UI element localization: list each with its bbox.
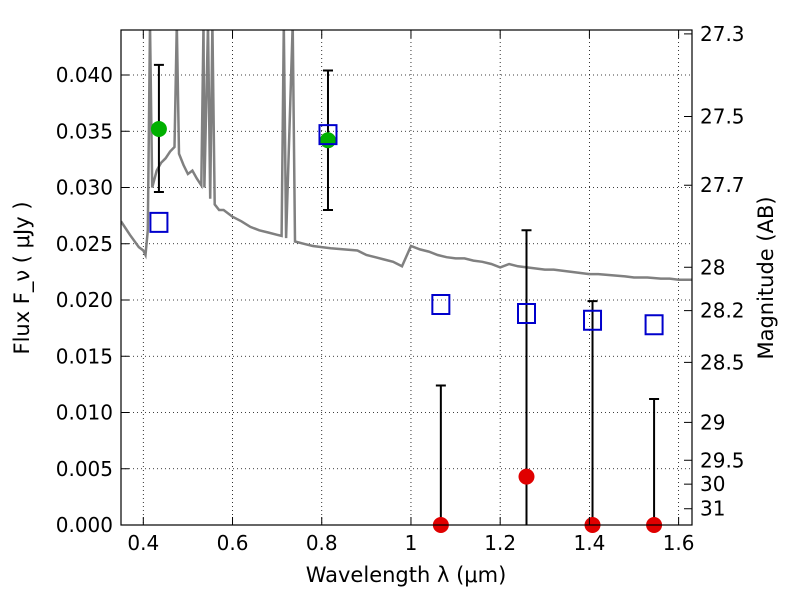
y-tick-label: 0.030	[56, 176, 113, 200]
y-tick-label: 0.005	[56, 457, 113, 481]
y-tick-label: 0.015	[56, 344, 113, 368]
model-photometry-point	[516, 303, 536, 324]
plot-frame	[120, 29, 693, 526]
y-axis-label: Flux F_ν ( μJy )	[10, 201, 35, 354]
magnitude-tick-label: 27.3	[700, 22, 745, 46]
magnitude-tick-label: 28.5	[700, 350, 745, 374]
y-tick-label: 0.040	[56, 63, 113, 87]
x-tick-label: 1.6	[663, 531, 695, 555]
magnitude-tick-label: 31	[700, 497, 725, 521]
observed-points	[150, 121, 663, 533]
magnitude-tick-label: 30	[700, 472, 725, 496]
magnitude-tick-label: 27.7	[700, 173, 745, 197]
y-tick-label: 0.000	[56, 513, 113, 537]
y-tick-label: 0.025	[56, 232, 113, 256]
grid-lines	[121, 30, 692, 526]
detected-flux-point	[150, 121, 167, 137]
model-photometry-point	[583, 309, 603, 331]
x-axis-ticks: 0.4 0.6 0.8 1 1.2 1.4 1.6	[127, 30, 695, 555]
model-spectrum-line	[121, 30, 692, 282]
magnitude-tick-label: 28.2	[700, 299, 745, 323]
y-axis-ticks: 0.000 0.005 0.010 0.015 0.020 0.025 0.030 0.035…	[56, 63, 129, 537]
y-tick-label: 0.035	[56, 119, 113, 143]
plot-area	[121, 30, 692, 533]
x-tick-label: 0.8	[306, 531, 338, 555]
undetected-flux-point	[518, 468, 535, 485]
model-photometry-point	[149, 211, 169, 233]
magnitude-tick-label: 29.5	[700, 448, 745, 472]
magnitude-tick-label: 28	[700, 255, 725, 279]
x-tick-label: 0.4	[127, 531, 159, 555]
x-tick-label: 1	[405, 531, 418, 555]
detected-flux-point	[319, 132, 336, 149]
magnitude-tick-label: 27.5	[700, 105, 745, 129]
x-tick-label: 0.6	[217, 531, 249, 555]
x-tick-label: 1.2	[484, 531, 516, 555]
y-tick-label: 0.020	[56, 288, 113, 312]
model-photometry-point	[318, 124, 338, 146]
x-axis-label: Wavelength λ (μm)	[306, 563, 507, 587]
magnitude-axis-label: Magnitude (AB)	[754, 196, 778, 359]
x-tick-label: 1.4	[573, 531, 605, 555]
magnitude-tick-label: 29	[700, 410, 725, 434]
error-bars	[153, 63, 660, 525]
model-photometry-points	[149, 124, 664, 336]
y-tick-label: 0.010	[56, 401, 113, 425]
model-photometry-point	[431, 294, 451, 315]
model-photometry-point	[644, 314, 664, 336]
